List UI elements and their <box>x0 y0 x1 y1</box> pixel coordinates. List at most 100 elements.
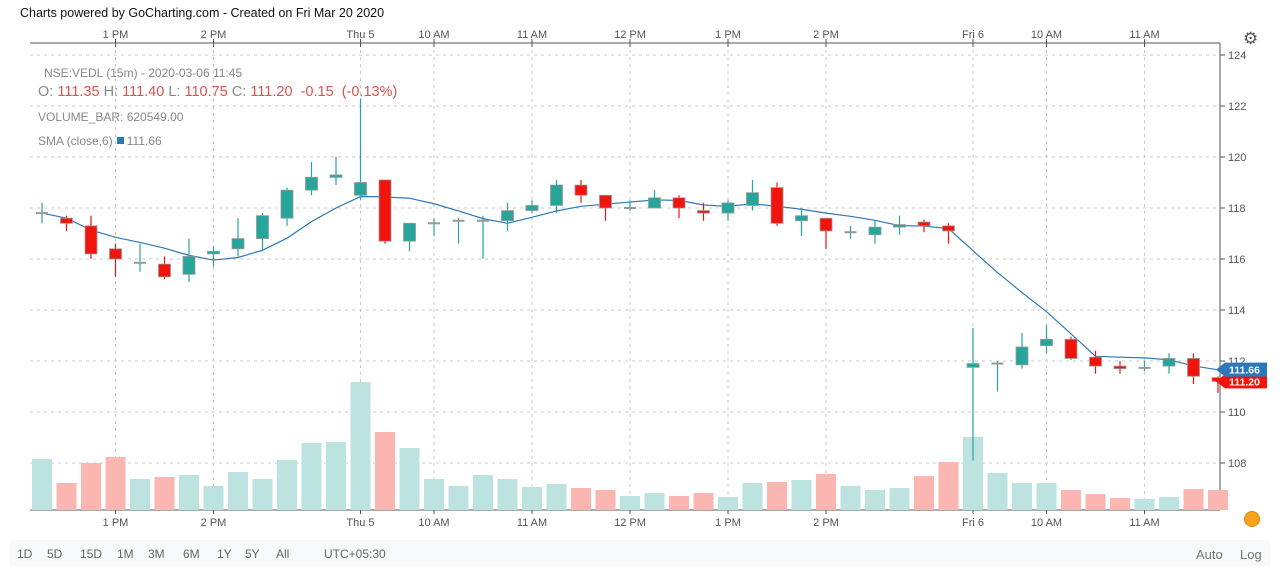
log-scale-button[interactable]: Log <box>1240 547 1262 562</box>
y-tick-label: 118 <box>1228 203 1246 215</box>
candle-body <box>868 226 882 236</box>
candle-body <box>795 215 808 222</box>
candle-body <box>525 205 539 211</box>
y-tick-label: 116 <box>1228 254 1246 266</box>
x-tick-label-bottom: 11 AM <box>1129 517 1159 529</box>
candle-body <box>721 202 735 214</box>
volume-bar <box>767 482 787 510</box>
volume-bar <box>203 486 224 510</box>
volume-bar <box>375 432 395 510</box>
candle-body <box>1113 365 1127 370</box>
volume-bar <box>228 472 248 510</box>
change-percent: (-0.13%) <box>341 84 398 100</box>
candle-body <box>207 250 220 255</box>
volume-bar <box>669 496 689 510</box>
candle-body <box>672 197 686 209</box>
volume-bar <box>350 382 371 510</box>
timezone-button[interactable]: UTC+05:30 <box>324 547 386 561</box>
candle-body <box>697 210 710 214</box>
x-tick-label-top: Fri 6 <box>962 29 984 41</box>
range-all[interactable]: All <box>276 547 290 561</box>
range-3m[interactable]: 3M <box>148 547 165 561</box>
volume-bar <box>252 479 273 510</box>
candle-body <box>305 176 318 191</box>
x-tick-label-top: 12 PM <box>614 29 646 41</box>
open-value: 111.35 <box>57 84 100 100</box>
volume-bar <box>693 493 714 510</box>
volume-bar <box>620 496 640 510</box>
candle-body <box>599 194 612 209</box>
range-6m[interactable]: 6M <box>183 547 200 561</box>
x-tick-label-top: 10 AM <box>418 29 449 41</box>
auto-scale-button[interactable]: Auto <box>1196 547 1223 562</box>
candle-body <box>770 187 784 224</box>
y-tick-label: 122 <box>1228 101 1246 113</box>
range-5y[interactable]: 5Y <box>245 547 260 561</box>
low-value: 110.75 <box>184 84 228 100</box>
volume-bar <box>595 490 616 510</box>
sma-value: 111.66 <box>126 134 162 148</box>
volume-value: 620549.00 <box>126 110 184 124</box>
candle-body <box>1015 346 1029 366</box>
range-5d[interactable]: 5D <box>47 547 63 561</box>
sma-label: SMA (close,6) <box>38 134 113 148</box>
legend-sma[interactable]: SMA (close,6) 111.66 <box>38 134 162 148</box>
x-tick-label-top: 2 PM <box>813 29 839 41</box>
volume-bar <box>497 479 518 510</box>
x-tick-label-bottom: 10 AM <box>418 517 449 529</box>
x-tick-label-top: 1 PM <box>715 29 741 41</box>
gear-icon[interactable]: ⚙ <box>1243 29 1259 49</box>
volume-bar <box>1085 494 1106 510</box>
legend-symbol: NSE:VEDL (15m) - 2020-03-06 11:45 <box>44 66 243 80</box>
volume-bar <box>473 475 493 510</box>
legend-ohlc: O: 111.35 H: 111.40 L: 110.75 C: 111.20 … <box>38 84 397 100</box>
volume-bar <box>399 448 420 510</box>
candle-body <box>942 225 955 232</box>
candle-body <box>893 224 906 228</box>
volume-bar <box>1208 489 1228 510</box>
volume-bar <box>1036 483 1057 510</box>
candle-body <box>1064 338 1078 359</box>
x-tick-label-bottom: 2 PM <box>201 517 227 529</box>
candle-body <box>403 222 416 242</box>
candle-body <box>917 221 931 227</box>
range-1m[interactable]: 1M <box>117 547 134 561</box>
volume-bar <box>1134 499 1155 510</box>
volume-bar <box>1110 498 1130 510</box>
candle-body <box>280 189 294 219</box>
volume-bar <box>914 476 934 510</box>
volume-bar <box>448 486 469 510</box>
range-1d[interactable]: 1D <box>17 547 33 561</box>
range-15d[interactable]: 15D <box>80 547 103 561</box>
candle-body <box>109 248 122 260</box>
y-tick-label: 120 <box>1228 152 1246 164</box>
x-tick-label-bottom: Fri 6 <box>962 517 984 529</box>
x-tick-label-bottom: Thu 5 <box>346 517 374 529</box>
candle-body <box>648 197 661 209</box>
candle-body <box>158 263 171 278</box>
candle-body <box>1040 338 1053 347</box>
candle-body <box>1187 358 1200 377</box>
x-tick-label-bottom: 11 AM <box>517 517 547 529</box>
last-price-tag <box>1216 374 1267 389</box>
candle-body <box>819 217 833 232</box>
low-label: L: <box>168 84 181 100</box>
close-label: C: <box>231 84 247 100</box>
volume-bar <box>424 479 444 510</box>
volume-label: VOLUME_BAR: <box>38 110 124 124</box>
candle-body <box>84 225 98 255</box>
candle-body <box>746 192 759 206</box>
volume-bar <box>179 475 199 510</box>
volume-bar <box>522 487 542 510</box>
y-tick-label: 124 <box>1228 50 1246 62</box>
sma-line <box>41 195 1221 371</box>
status-dot-icon <box>1244 511 1260 527</box>
volume-bar <box>1012 483 1032 510</box>
range-1y[interactable]: 1Y <box>217 547 232 561</box>
change-value: -0.15 <box>300 84 334 100</box>
volume-bar <box>816 474 836 510</box>
chart-credit: Charts powered by GoCharting.com - Creat… <box>20 6 385 20</box>
sma-price-tag-label: 111.66 <box>1229 365 1260 377</box>
volume-bar <box>571 488 591 510</box>
